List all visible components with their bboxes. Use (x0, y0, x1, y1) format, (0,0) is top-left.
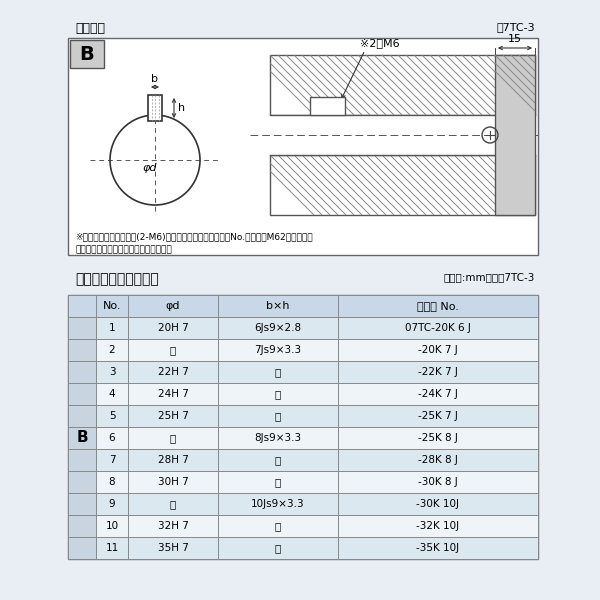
Text: コード No.: コード No. (417, 301, 459, 311)
Text: 10: 10 (106, 521, 119, 531)
Bar (68, 515, 538, 537)
Bar (68, 317, 96, 559)
Text: （セットボルトは付属されています。）: （セットボルトは付属されています。） (75, 245, 172, 254)
Bar (70, 40, 104, 68)
Bar (68, 471, 538, 493)
Bar (68, 383, 538, 405)
Bar (68, 317, 538, 339)
Text: 8Js9×3.3: 8Js9×3.3 (254, 433, 302, 443)
Text: b×h: b×h (266, 301, 290, 311)
Text: 〃: 〃 (275, 477, 281, 487)
Text: B: B (80, 44, 94, 64)
Text: 20H 7: 20H 7 (158, 323, 188, 333)
Bar (68, 295, 538, 559)
Text: 〃: 〃 (275, 543, 281, 553)
Text: 図7TC-3: 図7TC-3 (496, 22, 535, 32)
Bar (270, 115, 535, 155)
Bar (68, 427, 538, 449)
Bar (148, 95, 162, 121)
Text: 6Js9×2.8: 6Js9×2.8 (254, 323, 302, 333)
Text: 軸穴形状: 軸穴形状 (75, 22, 105, 35)
Text: 3: 3 (109, 367, 115, 377)
Text: -30K 8 J: -30K 8 J (418, 477, 458, 487)
Bar (68, 449, 538, 471)
Text: 〃: 〃 (275, 367, 281, 377)
Text: 7: 7 (109, 455, 115, 465)
Text: -35K 10J: -35K 10J (416, 543, 460, 553)
Text: 28H 7: 28H 7 (158, 455, 188, 465)
Text: h: h (178, 103, 185, 113)
Bar (310, 97, 345, 115)
Text: 〃: 〃 (170, 499, 176, 509)
Text: 〃: 〃 (170, 345, 176, 355)
Text: 8: 8 (109, 477, 115, 487)
Text: 〃: 〃 (170, 433, 176, 443)
Text: 32H 7: 32H 7 (158, 521, 188, 531)
Text: 〃: 〃 (275, 389, 281, 399)
Text: 25H 7: 25H 7 (158, 411, 188, 421)
Text: -25K 8 J: -25K 8 J (418, 433, 458, 443)
Text: （単位:mm）　表7TC-3: （単位:mm） 表7TC-3 (443, 272, 535, 282)
Bar (270, 55, 535, 115)
Text: 11: 11 (106, 543, 119, 553)
Text: 22H 7: 22H 7 (158, 367, 188, 377)
Text: ※セットボルト用タップ(2-M6)が必要な場合は右記コードNo.の末尾にM62を付ける。: ※セットボルト用タップ(2-M6)が必要な場合は右記コードNo.の末尾にM62を… (75, 232, 313, 241)
Text: 24H 7: 24H 7 (158, 389, 188, 399)
Text: 10Js9×3.3: 10Js9×3.3 (251, 499, 305, 509)
Text: -28K 8 J: -28K 8 J (418, 455, 458, 465)
Text: B: B (76, 431, 88, 445)
Text: b: b (151, 74, 158, 84)
Text: 5: 5 (109, 411, 115, 421)
Text: 2: 2 (109, 345, 115, 355)
Text: 7Js9×3.3: 7Js9×3.3 (254, 345, 302, 355)
Bar (68, 295, 538, 317)
Text: -20K 7 J: -20K 7 J (418, 345, 458, 355)
Text: -24K 7 J: -24K 7 J (418, 389, 458, 399)
Text: 1: 1 (109, 323, 115, 333)
Text: ※2－M6: ※2－M6 (360, 38, 400, 48)
Text: 軸穴形状コード一覧表: 軸穴形状コード一覧表 (75, 272, 159, 286)
Bar (495, 55, 535, 215)
Text: φd: φd (166, 301, 180, 311)
Bar (68, 38, 538, 255)
Bar (68, 493, 538, 515)
Text: 6: 6 (109, 433, 115, 443)
Text: 〃: 〃 (275, 455, 281, 465)
Bar (68, 361, 538, 383)
Bar (270, 155, 535, 215)
Text: 〃: 〃 (275, 521, 281, 531)
Bar (68, 405, 538, 427)
Text: -32K 10J: -32K 10J (416, 521, 460, 531)
Text: 07TC-20K 6 J: 07TC-20K 6 J (405, 323, 471, 333)
Text: -22K 7 J: -22K 7 J (418, 367, 458, 377)
Text: 4: 4 (109, 389, 115, 399)
Text: No.: No. (103, 301, 121, 311)
Text: 15: 15 (508, 34, 522, 44)
Bar (68, 537, 538, 559)
Text: 9: 9 (109, 499, 115, 509)
Text: 〃: 〃 (275, 411, 281, 421)
Bar (68, 339, 538, 361)
Text: -30K 10J: -30K 10J (416, 499, 460, 509)
Text: 30H 7: 30H 7 (158, 477, 188, 487)
Text: -25K 7 J: -25K 7 J (418, 411, 458, 421)
Text: 35H 7: 35H 7 (158, 543, 188, 553)
Text: φd: φd (143, 163, 157, 173)
